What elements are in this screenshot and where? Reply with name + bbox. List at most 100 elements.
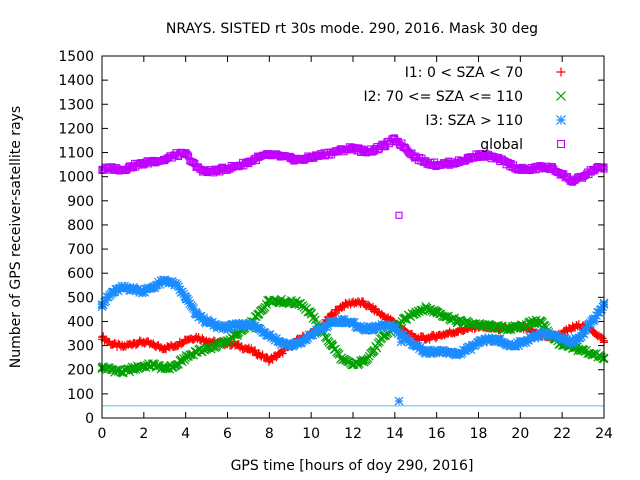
outlier-point	[395, 211, 403, 219]
y-tick-label: 1300	[58, 97, 94, 113]
data-point	[536, 329, 546, 338]
series-2	[97, 275, 609, 360]
data-point	[536, 317, 546, 326]
data-point	[530, 333, 540, 343]
data-point	[307, 153, 315, 161]
data-point	[443, 329, 452, 338]
data-point	[527, 165, 535, 173]
x-tick-label: 22	[553, 426, 571, 442]
legend-marker	[556, 139, 566, 149]
data-point	[597, 304, 606, 314]
data-point	[128, 284, 138, 294]
data-point	[379, 320, 389, 330]
legend-marker	[556, 67, 566, 77]
data-point	[108, 365, 117, 375]
legend-label: I1: 0 < SZA < 70	[405, 65, 523, 81]
data-point	[119, 165, 127, 173]
data-point	[177, 287, 187, 297]
data-point	[111, 365, 121, 375]
data-point	[328, 148, 336, 157]
data-point	[380, 141, 388, 149]
data-point	[327, 318, 337, 328]
data-point	[551, 330, 561, 340]
data-point	[244, 345, 253, 354]
data-point	[484, 335, 494, 344]
data-point	[170, 279, 180, 289]
data-point	[192, 163, 200, 171]
data-point	[537, 163, 545, 171]
series-3	[98, 134, 608, 186]
data-point	[129, 162, 137, 170]
data-point	[358, 355, 368, 365]
data-point	[161, 156, 169, 164]
y-tick-label: 0	[85, 411, 94, 427]
data-point	[422, 158, 430, 166]
y-tick-label: 1500	[58, 49, 94, 65]
data-point	[589, 314, 598, 324]
data-point	[275, 296, 285, 306]
data-point	[494, 321, 504, 330]
data-point	[108, 288, 117, 297]
data-point	[150, 341, 159, 350]
data-point	[338, 301, 347, 310]
data-point	[400, 314, 410, 324]
y-tick-label: 500	[67, 290, 94, 306]
data-point	[327, 341, 337, 351]
data-point	[359, 299, 368, 308]
data-point	[216, 321, 226, 331]
data-point	[369, 346, 379, 355]
data-point	[149, 282, 159, 291]
data-point	[443, 159, 451, 167]
x-tick-label: 4	[181, 426, 190, 442]
data-point	[568, 337, 578, 347]
data-point	[139, 361, 149, 371]
data-point	[243, 319, 253, 329]
data-point	[506, 161, 514, 169]
data-point	[589, 349, 598, 359]
data-point	[118, 342, 127, 351]
data-point	[275, 337, 285, 347]
x-tick-label: 16	[428, 426, 446, 442]
data-point	[171, 341, 180, 350]
y-tick-label: 600	[67, 266, 94, 282]
data-point	[433, 161, 441, 169]
data-point	[150, 157, 158, 165]
x-tick-label: 2	[139, 426, 148, 442]
data-point	[212, 321, 222, 331]
data-point	[154, 277, 163, 287]
data-point	[338, 315, 347, 325]
data-point	[411, 341, 421, 351]
data-point	[558, 170, 566, 178]
y-tick-label: 700	[67, 242, 94, 258]
data-point	[359, 356, 368, 366]
data-point	[170, 361, 180, 371]
data-point	[338, 355, 347, 365]
y-tick-label: 300	[67, 339, 94, 355]
data-point	[191, 309, 201, 319]
data-point	[108, 164, 117, 172]
data-point	[264, 295, 274, 305]
legend-marker	[556, 91, 566, 101]
data-point	[474, 320, 483, 330]
data-point	[265, 151, 273, 159]
y-tick-label: 800	[67, 218, 94, 234]
data-point	[579, 173, 587, 181]
data-point	[547, 330, 557, 340]
data-point	[286, 155, 294, 163]
data-point	[171, 151, 179, 159]
data-point	[494, 336, 504, 346]
data-point	[432, 307, 442, 317]
data-point	[179, 289, 188, 299]
x-tick-label: 24	[595, 426, 613, 442]
data-point	[484, 321, 494, 331]
data-point	[213, 167, 221, 175]
data-point	[233, 329, 243, 338]
data-point	[485, 152, 493, 160]
data-point	[515, 338, 525, 348]
data-point	[598, 302, 608, 312]
x-tick-label: 12	[344, 426, 362, 442]
data-point	[348, 319, 358, 329]
data-point	[212, 341, 222, 351]
data-point	[349, 144, 357, 152]
outlier-point	[396, 337, 406, 347]
